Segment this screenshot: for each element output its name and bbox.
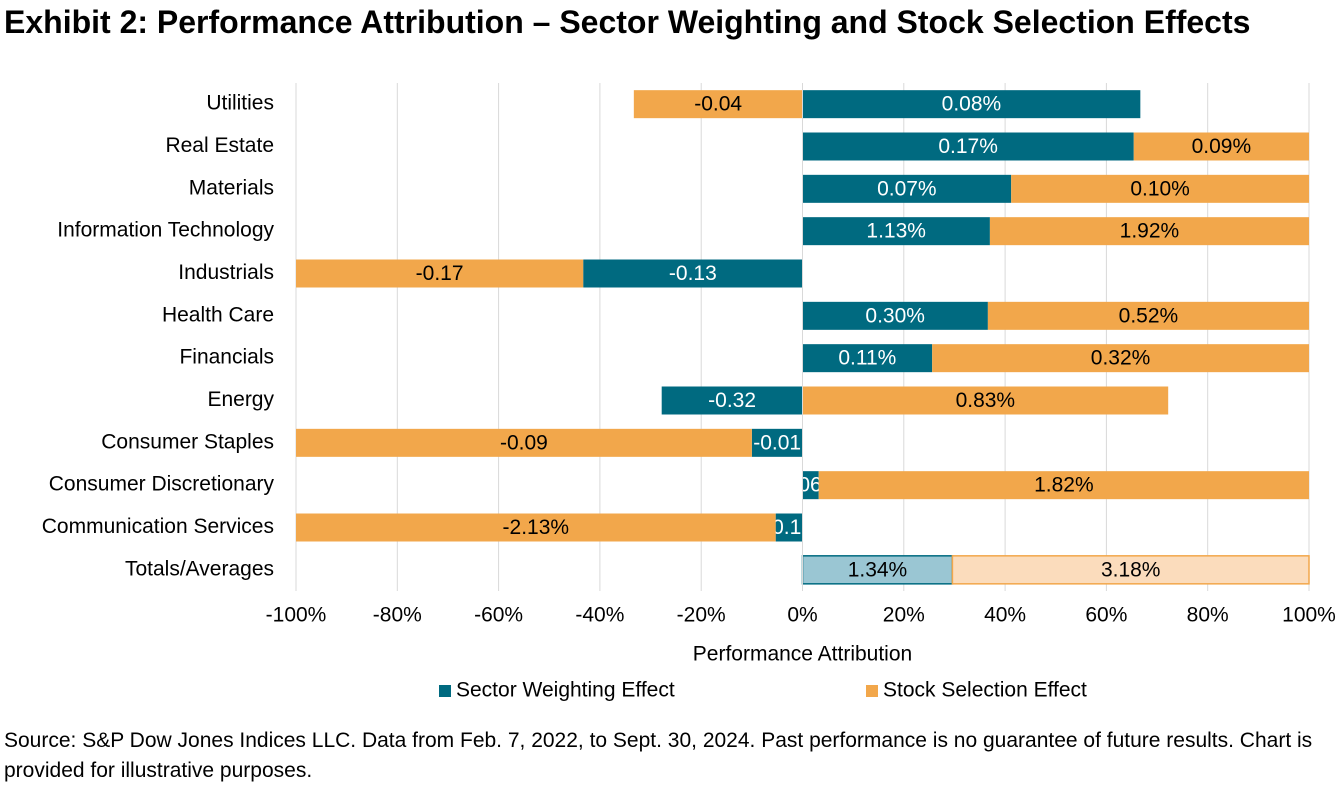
data-label: 0.17%	[938, 135, 998, 158]
bar	[775, 513, 803, 542]
data-label: -0.32	[708, 389, 756, 412]
x-tick-label: 40%	[984, 604, 1026, 627]
bar	[296, 513, 776, 542]
x-tick-label: -60%	[474, 604, 523, 627]
bar	[802, 301, 988, 330]
data-label: 0.30%	[865, 304, 925, 327]
x-tick-label: 20%	[883, 604, 925, 627]
y-tick-label: Information Technology	[57, 219, 274, 242]
legend-swatch	[866, 685, 878, 697]
data-label: 3.18%	[1101, 558, 1161, 581]
data-label: 0.32%	[1091, 347, 1151, 370]
bar	[296, 259, 584, 288]
x-tick-label: 60%	[1085, 604, 1127, 627]
bar	[751, 428, 803, 457]
bar	[583, 259, 803, 288]
data-label: -2.13%	[503, 516, 570, 539]
y-tick-label: Totals/Averages	[125, 557, 274, 580]
bar	[951, 555, 1310, 585]
data-label: -0.09	[500, 431, 548, 454]
source-note: Source: S&P Dow Jones Indices LLC. Data …	[4, 729, 1313, 782]
y-tick-label: Consumer Staples	[101, 430, 274, 453]
data-label: 0.52%	[1119, 304, 1179, 327]
bar	[802, 174, 1012, 203]
x-tick-label: 100%	[1282, 604, 1336, 627]
x-tick-label: -80%	[373, 604, 422, 627]
data-label: -0.12	[765, 516, 813, 539]
bar	[1133, 132, 1309, 161]
bar	[802, 471, 819, 500]
bar	[987, 301, 1309, 330]
y-tick-label: Utilities	[206, 92, 274, 115]
x-tick-label: 80%	[1187, 604, 1229, 627]
data-label: 0.07%	[877, 177, 937, 200]
bar	[989, 217, 1309, 246]
data-label: -0.17	[416, 262, 464, 285]
data-label: -0.13	[669, 262, 717, 285]
data-label: 1.82%	[1034, 474, 1094, 497]
data-label: 1.13%	[866, 220, 926, 243]
data-label: -0.04	[694, 93, 742, 116]
legend-label: Stock Selection Effect	[883, 679, 1087, 702]
x-tick-label: -100%	[266, 604, 327, 627]
y-tick-label: Real Estate	[165, 134, 274, 157]
x-axis-title: Performance Attribution	[693, 643, 912, 666]
bar	[802, 217, 990, 246]
bar	[802, 344, 933, 373]
y-tick-label: Communication Services	[42, 515, 274, 538]
bar	[661, 386, 803, 415]
bar	[633, 90, 803, 119]
data-label: 0.10%	[1130, 177, 1190, 200]
y-tick-label: Financials	[179, 346, 274, 369]
bar	[1011, 174, 1309, 203]
y-tick-label: Energy	[207, 388, 274, 411]
y-tick-label: Industrials	[178, 261, 274, 284]
bar	[802, 132, 1134, 161]
bar	[818, 471, 1309, 500]
bar	[296, 428, 752, 457]
data-label: 0.08%	[942, 93, 1002, 116]
data-label: 0.83%	[956, 389, 1016, 412]
data-label: -0.01	[753, 431, 801, 454]
x-tick-label: -20%	[677, 604, 726, 627]
y-tick-label: Health Care	[162, 303, 274, 326]
y-tick-label: Consumer Discretionary	[49, 473, 275, 496]
data-label: 1.92%	[1120, 220, 1180, 243]
legend-label: Sector Weighting Effect	[456, 679, 675, 702]
chart-title: Exhibit 2: Performance Attribution – Sec…	[4, 4, 1251, 40]
y-tick-label: Materials	[189, 176, 274, 199]
x-tick-label: -40%	[575, 604, 624, 627]
legend-swatch	[439, 685, 451, 697]
bar	[932, 344, 1309, 373]
bar	[802, 90, 1141, 119]
x-tick-label: 0%	[787, 604, 817, 627]
data-label: 1.34%	[848, 558, 908, 581]
bar	[802, 386, 1169, 415]
data-label: 0.11%	[838, 347, 896, 370]
bar	[801, 555, 954, 585]
data-label: 0.09%	[1192, 135, 1252, 158]
